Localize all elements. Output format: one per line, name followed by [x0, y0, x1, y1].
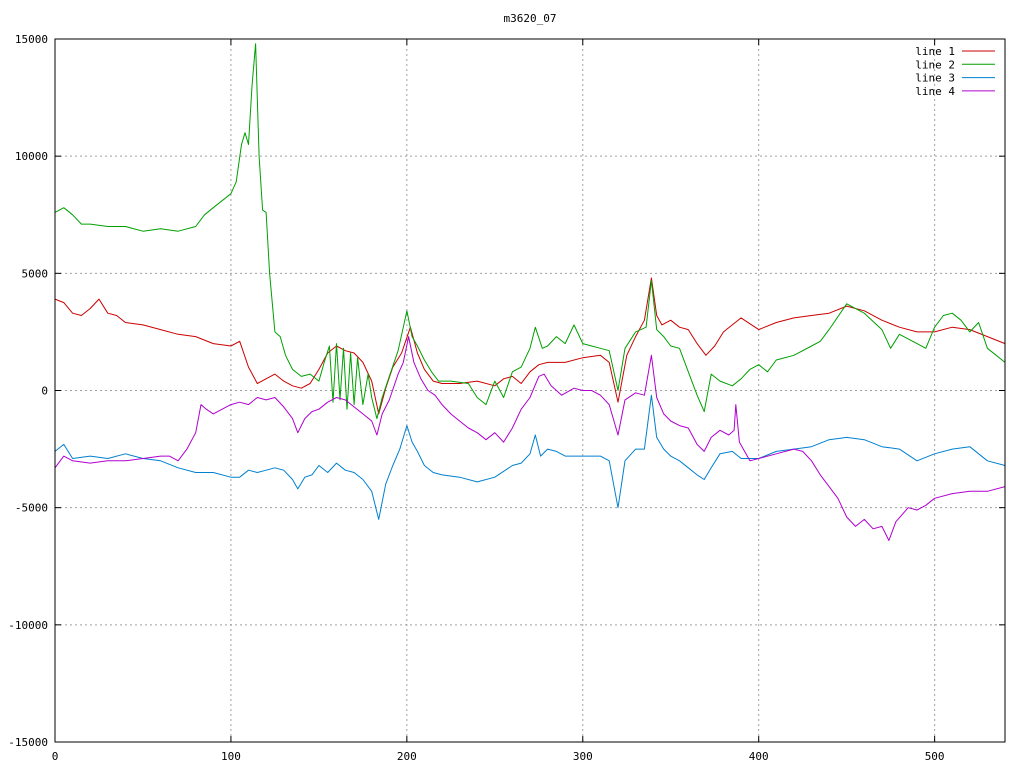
legend-label-line-2: line 2 [915, 58, 955, 71]
y-tick-label: -10000 [8, 619, 48, 632]
series-line-line-2 [54, 43, 1006, 420]
y-tick-label: -15000 [8, 736, 48, 749]
y-tick-label: -5000 [15, 502, 48, 515]
x-tick-label: 500 [925, 750, 945, 763]
legend-label-line-1: line 1 [915, 45, 955, 58]
legend-label-line-3: line 3 [915, 72, 955, 85]
y-tick-label: 0 [41, 385, 48, 398]
grid [55, 39, 1005, 742]
x-tick-label: 100 [221, 750, 241, 763]
series-line-line-1 [54, 277, 1006, 415]
x-tick-label: 0 [52, 750, 59, 763]
series-group [54, 43, 1006, 541]
chart-title: m3620_07 [504, 12, 557, 25]
series-line-line-3 [54, 394, 1006, 520]
x-tick-label: 300 [573, 750, 593, 763]
legend-label-line-4: line 4 [915, 85, 955, 98]
series-line-line-4 [54, 336, 1006, 541]
axis-ticks: 0 100 200 300 400 500 -15000 -10000 -5000 0 5000 10… [8, 33, 1005, 763]
x-tick-label: 200 [397, 750, 417, 763]
y-tick-label: 10000 [15, 150, 48, 163]
y-tick-label: 5000 [22, 267, 49, 280]
y-tick-label: 15000 [15, 33, 48, 46]
x-tick-label: 400 [749, 750, 769, 763]
